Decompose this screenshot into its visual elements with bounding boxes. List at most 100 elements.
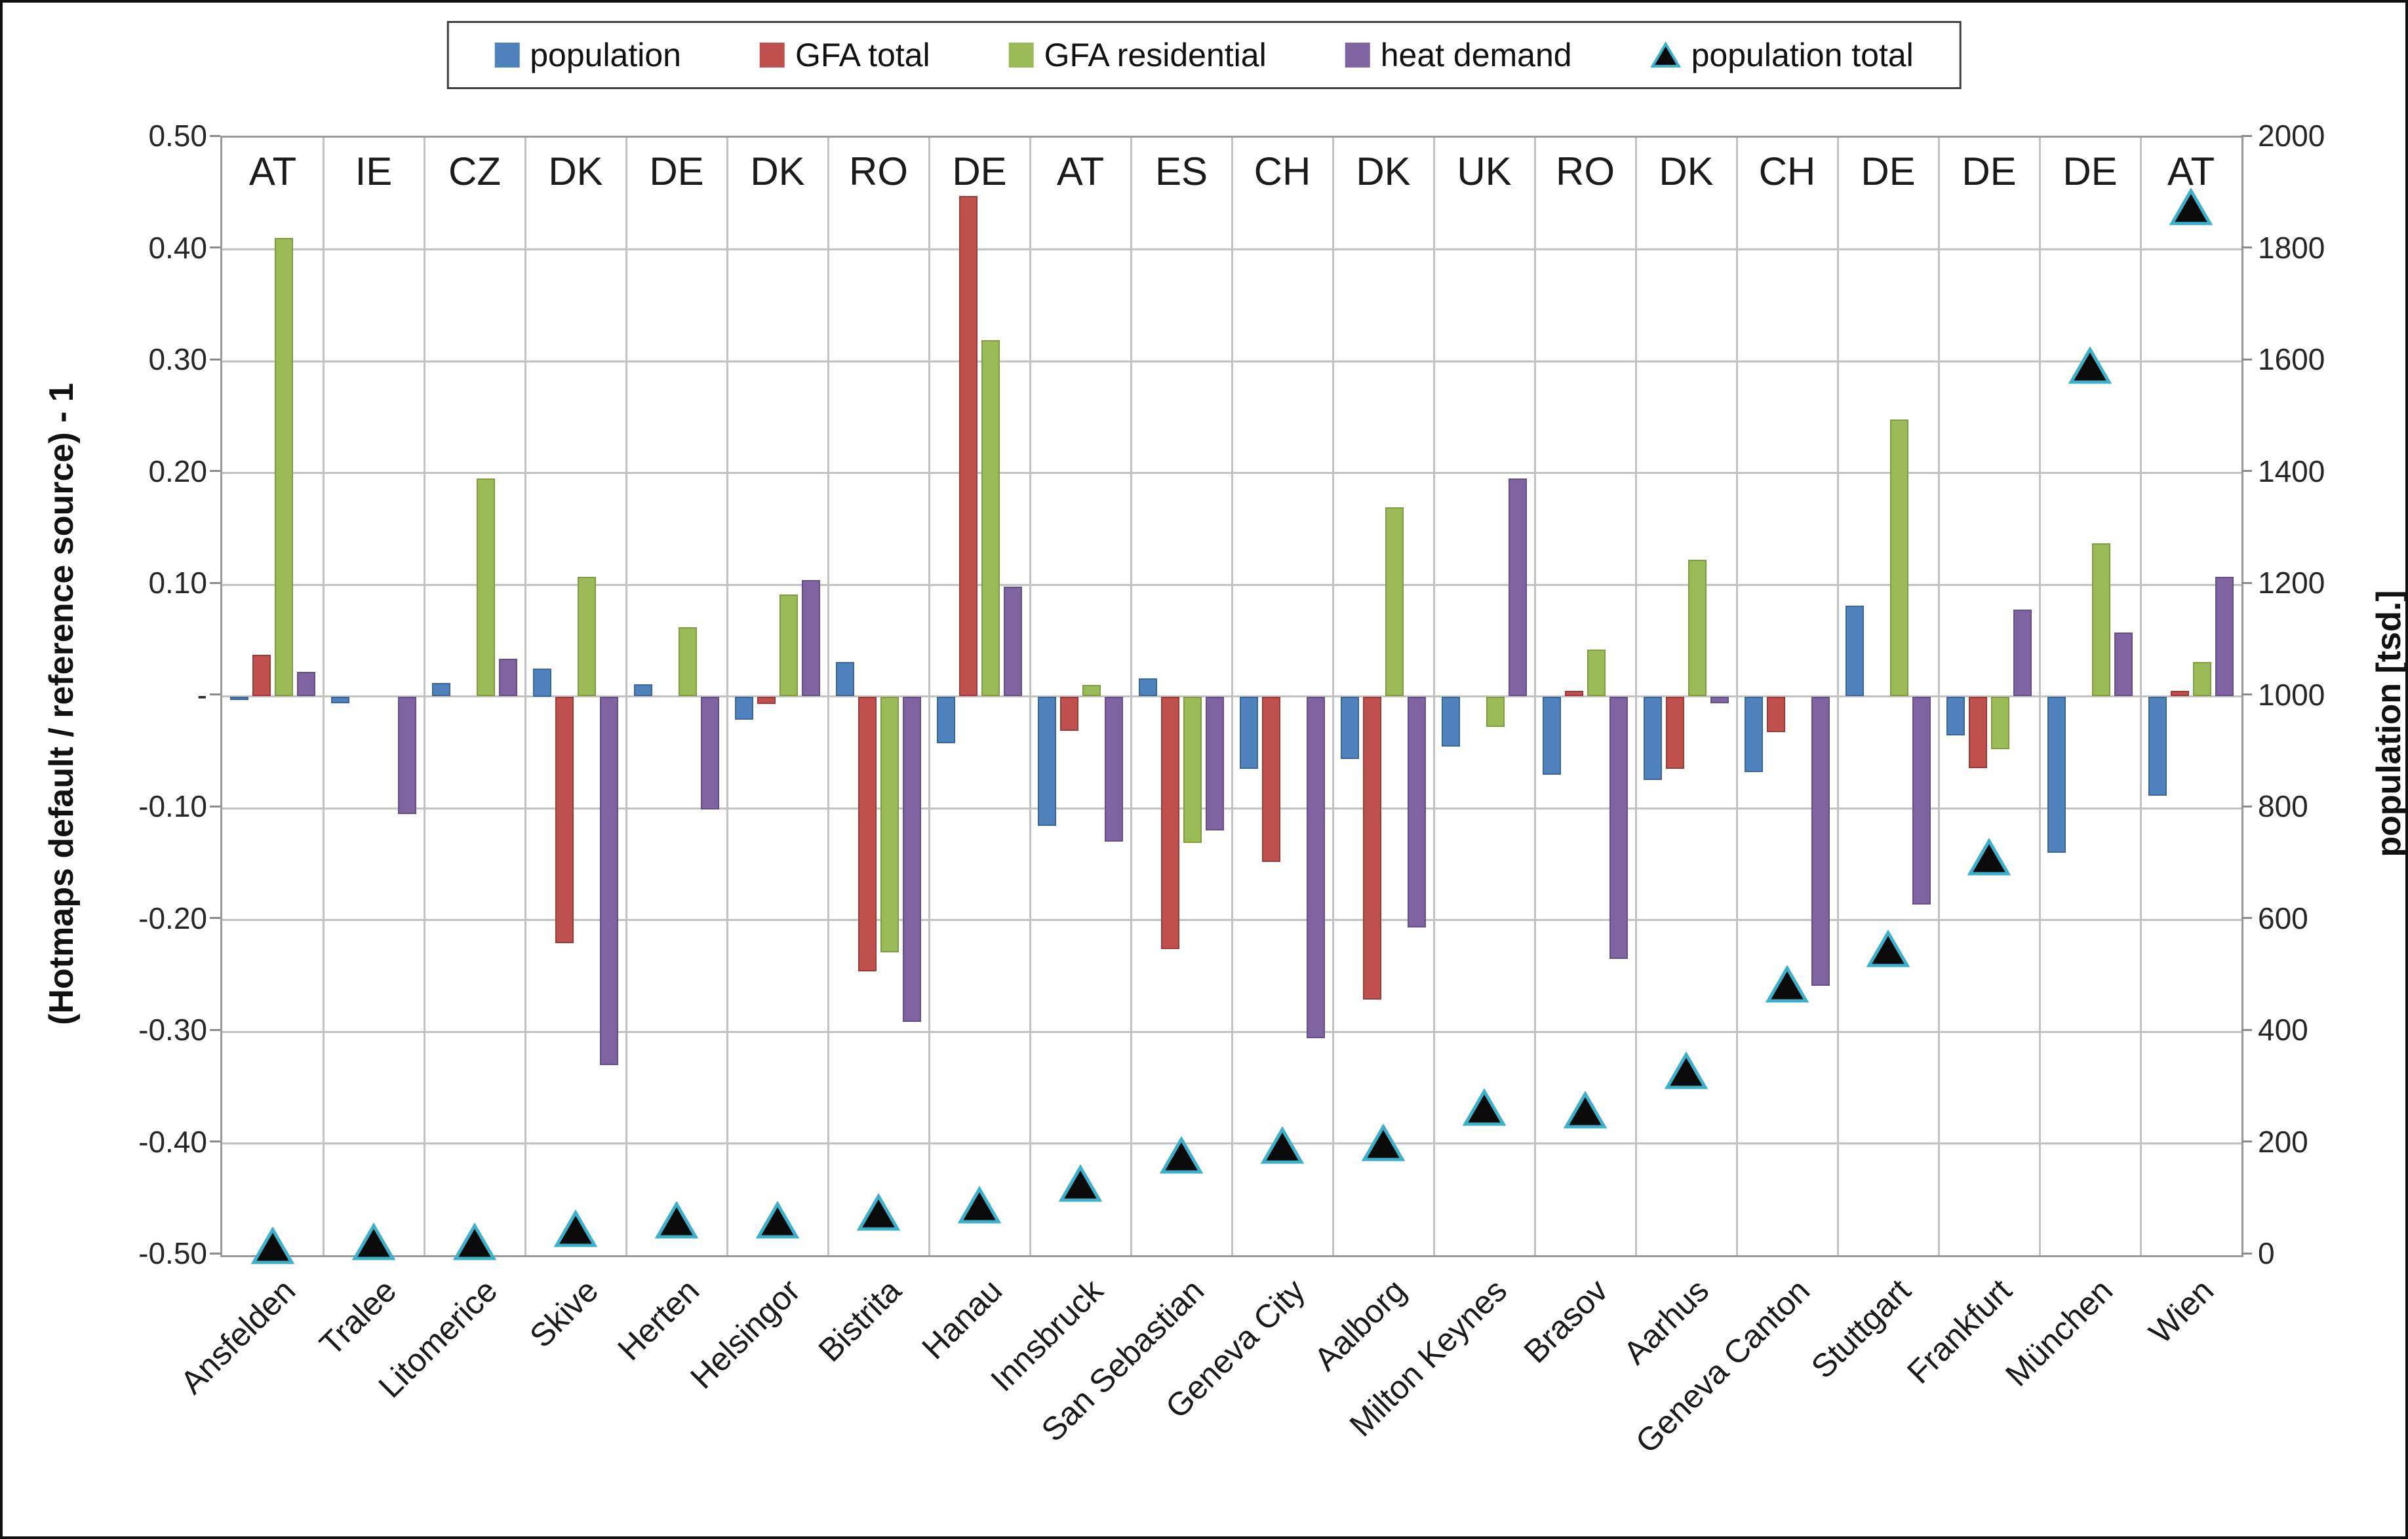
bar-heat-demand-Brasov <box>1609 696 1628 960</box>
right-axis-tick-label: 0 <box>2258 1236 2275 1270</box>
bar-GFA-total-Skive <box>555 696 574 944</box>
population-total-marker-Stuttgart <box>1866 929 1910 967</box>
legend-item-heat-demand: heat demand <box>1345 36 1572 74</box>
bar-GFA-total-Aarhus <box>1666 696 1684 770</box>
axis-tick-right <box>2241 246 2252 248</box>
bar-GFA-residential-Litomerice <box>477 478 495 697</box>
legend-square-swatch <box>1008 43 1034 68</box>
axis-tick-left <box>210 581 220 584</box>
bar-GFA-residential-Frankfurt <box>1991 696 2009 749</box>
legend-triangle-icon <box>1650 41 1681 68</box>
country-code-label: DE <box>649 149 704 193</box>
v-gridline <box>928 138 930 1255</box>
bar-population-Skive <box>533 668 551 697</box>
axis-tick-left <box>210 358 220 360</box>
axis-tick-right <box>2241 134 2252 137</box>
population-total-marker-Skive <box>554 1209 597 1247</box>
axis-tick-left <box>210 917 220 919</box>
v-gridline <box>1029 138 1031 1255</box>
bar-heat-demand-Geneva-City <box>1307 696 1325 1039</box>
right-axis-tick-label: 1800 <box>2258 230 2325 265</box>
country-code-label: UK <box>1457 149 1512 193</box>
legend-square-swatch <box>1345 43 1370 68</box>
axis-tick-left <box>210 134 220 137</box>
left-axis-tick-label: 0.40 <box>148 230 207 265</box>
bar-population-Innsbruck <box>1038 696 1056 827</box>
v-gridline <box>2038 138 2041 1255</box>
bar-population-Stuttgart <box>1845 606 1864 697</box>
bar-GFA-total-Ansfelden <box>252 655 271 697</box>
left-axis-tick-label: -0.40 <box>138 1124 207 1159</box>
country-code-label: DE <box>952 149 1007 193</box>
bar-population-Wien <box>2148 696 2167 796</box>
legend-square-swatch <box>494 43 520 68</box>
right-axis-tick-label: 400 <box>2258 1013 2308 1047</box>
population-total-marker-Brasov <box>1564 1091 1607 1129</box>
population-total-marker-Herten <box>655 1201 698 1239</box>
right-axis-tick-label: 2000 <box>2258 119 2325 153</box>
country-code-label: RO <box>849 149 908 193</box>
bar-heat-demand-Litomerice <box>499 658 517 697</box>
bar-GFA-total-Frankfurt <box>1969 696 1987 768</box>
axis-tick-right <box>2241 470 2252 472</box>
bar-GFA-total-Geneva-City <box>1262 696 1280 862</box>
axis-tick-right <box>2241 1140 2252 1142</box>
bar-GFA-residential-Brasov <box>1587 649 1606 697</box>
bar-GFA-residential-Herten <box>679 627 697 697</box>
legend-label: population <box>530 37 681 73</box>
population-total-marker-Geneva-Canton <box>1766 965 1809 1003</box>
bar-population-Geneva-Canton <box>1745 696 1763 773</box>
v-gridline <box>1533 138 1536 1255</box>
population-total-marker-München <box>2068 346 2112 384</box>
v-gridline <box>1231 138 1233 1255</box>
bar-heat-demand-Wien <box>2215 577 2234 697</box>
country-code-label: DE <box>1861 149 1916 193</box>
left-axis-tick-label: 0.50 <box>148 119 207 153</box>
population-total-marker-Helsingor <box>756 1201 799 1239</box>
bar-population-Frankfurt <box>1946 696 1965 736</box>
bar-heat-demand-Geneva-Canton <box>1811 696 1830 986</box>
chart-legend: population GFA total GFA residential heat d… <box>446 21 1962 89</box>
bar-GFA-total-Innsbruck <box>1060 696 1078 731</box>
v-gridline <box>1735 138 1738 1255</box>
population-total-marker-Hanau <box>958 1186 1001 1224</box>
bar-GFA-residential-Innsbruck <box>1082 685 1101 697</box>
country-code-label: DK <box>750 149 805 193</box>
axis-tick-left <box>210 1252 220 1255</box>
plot-area: AT IE CZ DK DE DK RO DE AT ES CH DK UK RO DK CH DE DE DE AT <box>220 136 2243 1264</box>
bar-GFA-residential-Ansfelden <box>275 238 293 697</box>
v-gridline <box>1836 138 1839 1255</box>
bar-GFA-residential-Aarhus <box>1688 560 1707 697</box>
v-gridline <box>726 138 728 1255</box>
axis-tick-left <box>210 1028 220 1031</box>
axis-tick-left <box>210 1140 220 1142</box>
population-total-marker-Milton-Keynes <box>1463 1088 1506 1126</box>
legend-item-population: population <box>494 36 681 74</box>
axis-tick-right <box>2241 1028 2252 1031</box>
country-code-label: DE <box>2063 149 2118 193</box>
bar-heat-demand-Aarhus <box>1710 696 1729 703</box>
right-axis-tick-label: 1400 <box>2258 454 2325 488</box>
country-code-label: CH <box>1758 149 1816 193</box>
bar-GFA-total-Helsingor <box>757 696 776 705</box>
bar-population-Bistrita <box>836 661 854 697</box>
bar-heat-demand-Aalborg <box>1408 696 1426 928</box>
population-total-marker-Aarhus <box>1665 1051 1708 1089</box>
bar-heat-demand-Herten <box>701 696 719 809</box>
bar-GFA-total-Geneva-Canton <box>1767 696 1785 733</box>
axis-tick-left <box>210 805 220 808</box>
population-total-marker-Wien <box>2169 187 2213 225</box>
bar-heat-demand-Tralee <box>398 696 416 814</box>
bar-population-San-Sebastian <box>1139 678 1157 697</box>
bar-heat-demand-Ansfelden <box>297 671 315 697</box>
population-total-marker-Ansfelden <box>251 1227 294 1264</box>
bar-heat-demand-Stuttgart <box>1912 696 1931 905</box>
axis-tick-left <box>210 470 220 472</box>
legend-label: heat demand <box>1380 37 1572 73</box>
bar-GFA-total-Hanau <box>959 195 977 697</box>
v-gridline <box>423 138 425 1255</box>
v-gridline <box>1332 138 1334 1255</box>
country-code-label: DK <box>548 149 603 193</box>
right-axis-tick-label: 1200 <box>2258 566 2325 600</box>
